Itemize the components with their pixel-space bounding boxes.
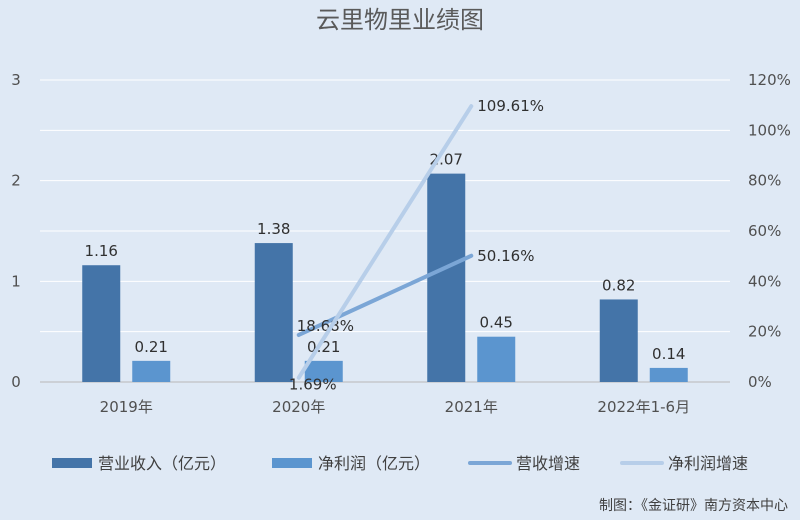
bar (599, 299, 638, 382)
y-left-tick-label: 1 (11, 272, 21, 290)
y-axis-left: 0 1 2 3 (11, 71, 21, 391)
bar (477, 336, 516, 382)
lines: 18.68% 50.16% 1.69% 109.61% (289, 97, 544, 394)
y-right-tick-label: 60% (748, 222, 781, 240)
line-data-label: 50.16% (477, 247, 534, 265)
bar (82, 265, 121, 382)
bar (304, 360, 343, 382)
legend-label: 营收增速 (516, 454, 580, 473)
source-note: 制图：《金证研》南方资本中心 (599, 498, 788, 514)
bar (649, 367, 688, 382)
x-tick-label: 2019年 (100, 398, 153, 416)
y-left-tick-label: 0 (11, 373, 21, 391)
legend-label: 净利润增速 (668, 454, 748, 473)
line-data-label: 18.68% (297, 317, 354, 335)
series-line (296, 104, 474, 380)
series-line (296, 253, 474, 337)
y-right-tick-label: 120% (748, 71, 791, 89)
x-tick-label: 2021年 (445, 398, 498, 416)
line-data-label: 109.61% (477, 97, 544, 115)
chart-title: 云里物里业绩图 (316, 6, 484, 34)
y-right-tick-label: 20% (748, 323, 781, 341)
bar-data-label: 0.14 (652, 345, 685, 363)
y-right-tick-label: 100% (748, 121, 791, 139)
bar-data-label: 1.16 (85, 242, 118, 260)
bar (427, 173, 466, 382)
line-data-label: 1.69% (289, 376, 337, 394)
y-axis-right: 0% 20% 40% 60% 80% 100% 120% (748, 71, 791, 391)
legend-swatch (272, 458, 312, 468)
y-left-tick-label: 3 (11, 71, 21, 89)
legend-label: 营业收入（亿元） (98, 454, 226, 473)
bar (132, 360, 171, 382)
bar-data-label: 0.82 (602, 276, 635, 294)
x-tick-label: 2022年1-6月 (597, 398, 690, 416)
legend-label: 净利润（亿元） (318, 454, 430, 473)
bar-data-label: 0.21 (135, 338, 168, 356)
gridlines (40, 79, 730, 383)
x-tick-label: 2020年 (272, 398, 325, 416)
y-right-tick-label: 0% (748, 373, 772, 391)
legend: 营业收入（亿元） 净利润（亿元） 营收增速 净利润增速 (52, 454, 748, 473)
y-right-tick-label: 80% (748, 172, 781, 190)
bars: 1.161.382.070.820.21 0.210.450.14 (82, 151, 688, 382)
bar-data-label: 0.45 (480, 314, 513, 332)
bar (254, 243, 293, 382)
x-axis: 2019年 2020年 2021年 2022年1-6月 (100, 398, 690, 416)
y-left-tick-label: 2 (11, 172, 21, 190)
bar-data-label: 1.38 (257, 220, 290, 238)
y-right-tick-label: 40% (748, 272, 781, 290)
legend-swatch (52, 458, 92, 468)
